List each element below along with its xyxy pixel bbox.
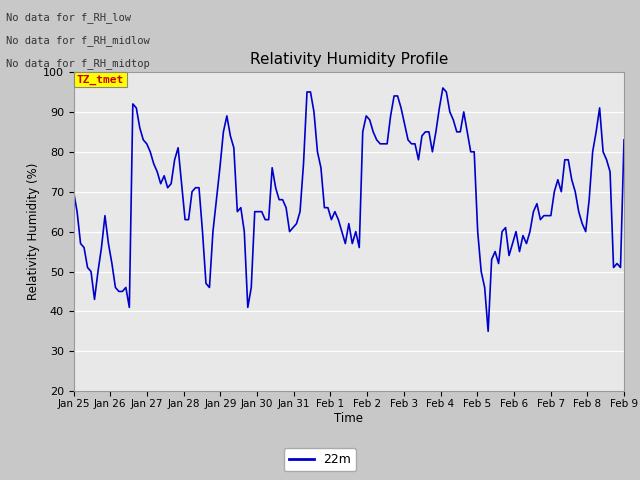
Legend: 22m: 22m: [284, 448, 356, 471]
Text: No data for f_RH_low: No data for f_RH_low: [6, 12, 131, 23]
Text: No data for f_RH_midlow: No data for f_RH_midlow: [6, 35, 150, 46]
Title: Relativity Humidity Profile: Relativity Humidity Profile: [250, 52, 448, 67]
Y-axis label: Relativity Humidity (%): Relativity Humidity (%): [27, 163, 40, 300]
Text: No data for f_RH_midtop: No data for f_RH_midtop: [6, 58, 150, 69]
Text: TZ_tmet: TZ_tmet: [77, 74, 124, 84]
X-axis label: Time: Time: [334, 412, 364, 425]
